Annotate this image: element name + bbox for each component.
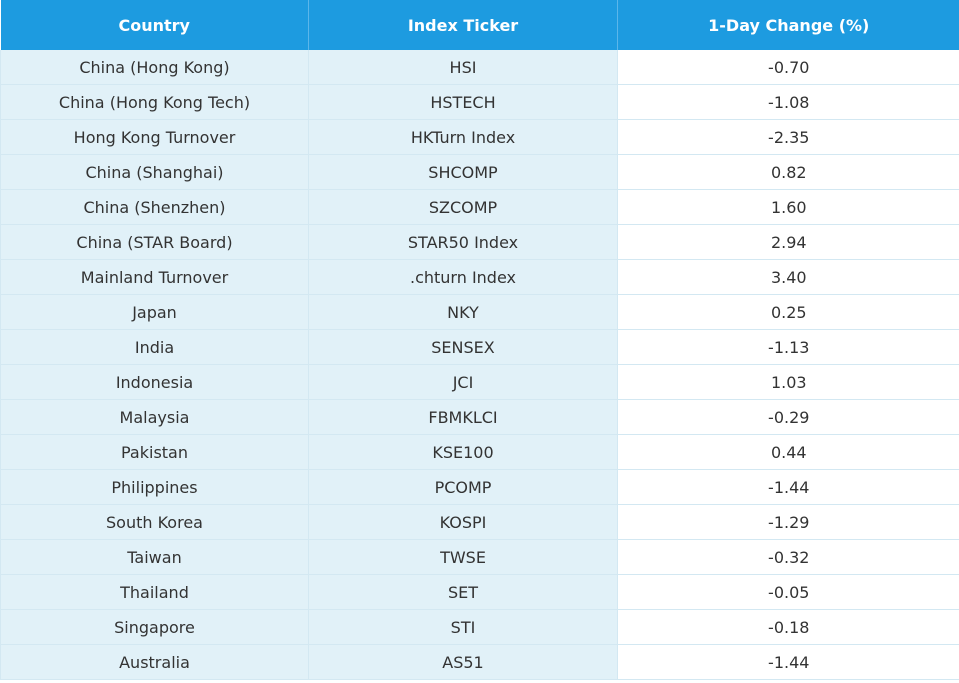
table-cell: HSI bbox=[308, 50, 618, 85]
table-row: China (Shenzhen) SZCOMP 1.60 bbox=[0, 189, 959, 225]
table-row: China (STAR Board) STAR50 Index 2.94 bbox=[0, 224, 959, 260]
table-cell: -0.18 bbox=[617, 609, 959, 645]
table-cell: 0.25 bbox=[617, 294, 959, 330]
table-row: Philippines PCOMP -1.44 bbox=[0, 469, 959, 505]
table-cell: 2.94 bbox=[617, 224, 959, 260]
table-cell: NKY bbox=[308, 294, 618, 330]
table-cell: Australia bbox=[0, 644, 309, 680]
table-cell: China (Shanghai) bbox=[0, 154, 309, 190]
table-cell: China (STAR Board) bbox=[0, 224, 309, 260]
table-cell: Indonesia bbox=[0, 364, 309, 400]
table-cell: STI bbox=[308, 609, 618, 645]
table-row: South Korea KOSPI -1.29 bbox=[0, 504, 959, 540]
table-row: China (Shanghai) SHCOMP 0.82 bbox=[0, 154, 959, 190]
table-cell: Japan bbox=[0, 294, 309, 330]
table-cell: TWSE bbox=[308, 539, 618, 575]
table-cell: Philippines bbox=[0, 469, 309, 505]
table-cell: -0.29 bbox=[617, 399, 959, 435]
table-cell: Taiwan bbox=[0, 539, 309, 575]
table-body: China (Hong Kong) HSI -0.70 China (Hong Kon… bbox=[0, 50, 959, 680]
table-header: Country Index Ticker 1-Day Change (%) bbox=[0, 0, 959, 50]
table-cell: SET bbox=[308, 574, 618, 610]
table-cell: JCI bbox=[308, 364, 618, 400]
table-cell: KOSPI bbox=[308, 504, 618, 540]
header-row: Country Index Ticker 1-Day Change (%) bbox=[0, 0, 959, 50]
table-row: Hong Kong Turnover HKTurn Index -2.35 bbox=[0, 119, 959, 155]
table-cell: -1.29 bbox=[617, 504, 959, 540]
table-cell: Mainland Turnover bbox=[0, 259, 309, 295]
table-cell: Singapore bbox=[0, 609, 309, 645]
header-cell: Country bbox=[0, 0, 309, 50]
table-row: China (Hong Kong Tech) HSTECH -1.08 bbox=[0, 84, 959, 120]
table-row: Thailand SET -0.05 bbox=[0, 574, 959, 610]
table-cell: -1.44 bbox=[617, 469, 959, 505]
table-cell: Hong Kong Turnover bbox=[0, 119, 309, 155]
table-row: Pakistan KSE100 0.44 bbox=[0, 434, 959, 470]
table-cell: HKTurn Index bbox=[308, 119, 618, 155]
table-cell: SHCOMP bbox=[308, 154, 618, 190]
table-cell: AS51 bbox=[308, 644, 618, 680]
table-row: Mainland Turnover .chturn Index 3.40 bbox=[0, 259, 959, 295]
table-row: Singapore STI -0.18 bbox=[0, 609, 959, 645]
header-cell: 1-Day Change (%) bbox=[617, 0, 959, 50]
table-cell: 3.40 bbox=[617, 259, 959, 295]
table-cell: FBMKLCI bbox=[308, 399, 618, 435]
table-row: Malaysia FBMKLCI -0.29 bbox=[0, 399, 959, 435]
table-cell: -1.13 bbox=[617, 329, 959, 365]
table-cell: Pakistan bbox=[0, 434, 309, 470]
table-cell: Thailand bbox=[0, 574, 309, 610]
table-cell: South Korea bbox=[0, 504, 309, 540]
table-cell: -0.05 bbox=[617, 574, 959, 610]
table-cell: China (Hong Kong) bbox=[0, 50, 309, 85]
table-cell: PCOMP bbox=[308, 469, 618, 505]
table-cell: 0.44 bbox=[617, 434, 959, 470]
table-cell: -0.32 bbox=[617, 539, 959, 575]
table-cell: -0.70 bbox=[617, 50, 959, 85]
table-cell: KSE100 bbox=[308, 434, 618, 470]
table-cell: HSTECH bbox=[308, 84, 618, 120]
header-cell: Index Ticker bbox=[308, 0, 618, 50]
table-row: Indonesia JCI 1.03 bbox=[0, 364, 959, 400]
table-cell: -1.08 bbox=[617, 84, 959, 120]
table-cell: SENSEX bbox=[308, 329, 618, 365]
table-row: China (Hong Kong) HSI -0.70 bbox=[0, 50, 959, 85]
table-cell: .chturn Index bbox=[308, 259, 618, 295]
table-cell: 1.03 bbox=[617, 364, 959, 400]
table-row: Australia AS51 -1.44 bbox=[0, 644, 959, 680]
table-cell: -1.44 bbox=[617, 644, 959, 680]
table-row: Taiwan TWSE -0.32 bbox=[0, 539, 959, 575]
table-cell: China (Shenzhen) bbox=[0, 189, 309, 225]
table-cell: Malaysia bbox=[0, 399, 309, 435]
table-cell: China (Hong Kong Tech) bbox=[0, 84, 309, 120]
table-cell: 1.60 bbox=[617, 189, 959, 225]
table-cell: -2.35 bbox=[617, 119, 959, 155]
table-cell: 0.82 bbox=[617, 154, 959, 190]
table-row: Japan NKY 0.25 bbox=[0, 294, 959, 330]
table-cell: India bbox=[0, 329, 309, 365]
table-cell: STAR50 Index bbox=[308, 224, 618, 260]
table-row: India SENSEX -1.13 bbox=[0, 329, 959, 365]
table-cell: SZCOMP bbox=[308, 189, 618, 225]
